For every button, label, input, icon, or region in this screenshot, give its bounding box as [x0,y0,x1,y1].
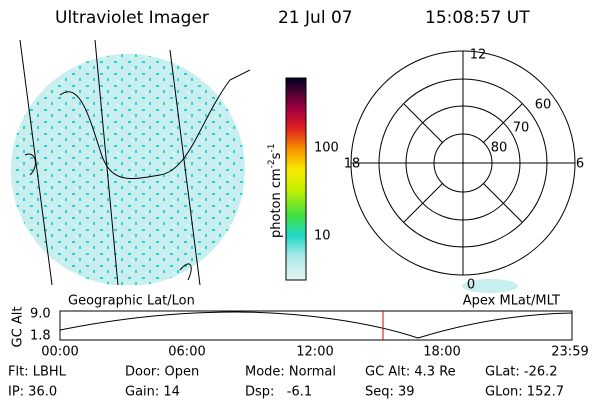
info-field: Flt: LBHL [8,365,67,380]
altitude-curve [59,311,573,339]
x-ticks: 00:00 06:00 12:00 18:00 23:59 [41,345,588,360]
x-tick-label: 00:00 [41,345,78,360]
info-field: GC Alt: 4.3 Re [365,365,456,380]
colorbar-tick: 100 [314,141,339,156]
mlat-label: 60 [535,98,552,113]
geo-title: Geographic Lat/Lon [68,294,195,309]
info-field: Door: Open [125,365,199,380]
mlt-label: 0 [467,278,475,293]
info: Flt: LBHL Door: Open Mode: Normal GC Alt: 4… [8,365,564,400]
info-field: Mode: Normal [245,365,336,380]
mlt-label: 12 [470,48,487,63]
mlt-label: 18 [344,157,361,172]
title: Ultraviolet Imager [55,8,209,28]
info-field: Dsp: -6.1 [245,385,312,400]
info-field: Seq: 39 [365,385,415,400]
apex-title: Apex MLat/MLT [463,294,560,309]
x-tick-label: 12:00 [296,345,333,360]
y-tick-label: 9.0 [30,307,51,322]
colorbar-label: photon cm-2s-1 [267,144,284,238]
time: 15:08:57 UT [425,8,530,28]
polar-grid [350,50,576,293]
mlat-label: 80 [491,141,508,156]
colorbar-tick: 10 [314,229,331,244]
date: 21 Jul 07 [278,8,353,28]
x-tick-label: 23:59 [551,345,588,360]
info-field: GLon: 152.7 [485,385,564,400]
info-field: Gain: 14 [125,385,180,400]
uv-image [11,40,250,285]
x-tick-label: 18:00 [423,345,460,360]
mlat-label: 70 [513,121,530,136]
y-label: GC Alt [11,307,26,348]
info-field: GLat: -26.2 [485,365,558,380]
info-field: IP: 36.0 [8,385,57,400]
colorbar [285,77,307,281]
x-tick-label: 06:00 [168,345,205,360]
header: Ultraviolet Imager 21 Jul 07 15:08:57 UT [55,8,530,28]
mlt-label: 6 [576,157,584,172]
altitude-frame [59,310,573,341]
y-tick-label: 1.8 [30,329,51,344]
